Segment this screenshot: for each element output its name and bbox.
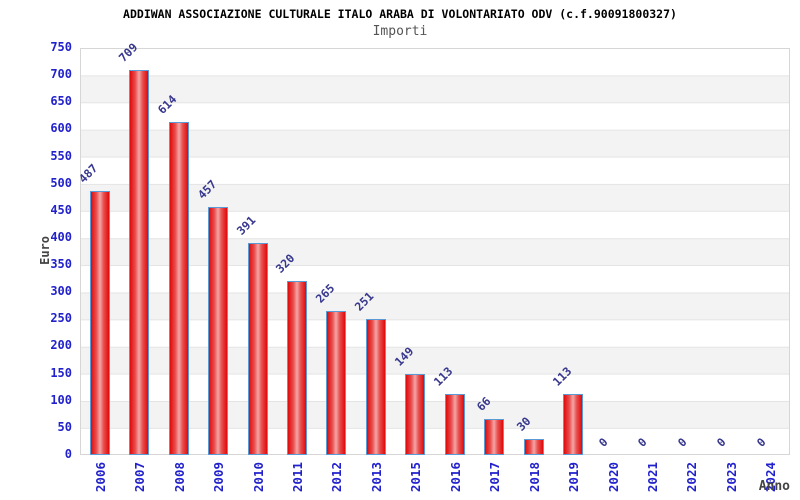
x-tick-label: 2006 [92,462,108,493]
y-tick-label: 450 [50,202,72,217]
y-tick-label: 650 [50,94,72,109]
y-tick-label: 0 [64,447,72,461]
bar-2013 [365,318,386,455]
y-tick-label: 500 [50,175,72,190]
bar-2018 [523,438,544,455]
y-tick-label: 750 [50,40,72,54]
x-tick-label: 2008 [171,462,187,493]
x-tick-label: 2019 [566,462,582,493]
y-tick-label: 400 [50,229,72,244]
x-tick-label: 2021 [644,462,660,493]
chart-subtitle: Importi [372,24,428,39]
x-tick-label: 2009 [211,462,227,493]
plot-area [80,48,790,455]
x-tick-label: 2007 [132,462,148,493]
bar-2008 [168,121,189,455]
bar-2007 [129,70,150,455]
y-tick-label: 100 [50,392,72,407]
y-tick-label: 700 [50,67,72,82]
y-tick-label: 250 [50,311,72,326]
x-tick-label: 2011 [289,462,305,493]
x-tick-label: 2012 [329,462,345,493]
x-tick-label: 2023 [723,462,739,493]
y-tick-label: 150 [50,365,72,380]
bar-2016 [444,393,465,455]
y-axis-title: Euro [38,236,52,265]
y-tick-label: 550 [50,148,72,163]
y-tick-label: 350 [50,257,72,272]
bar-2011 [286,281,307,455]
x-tick-label: 2018 [526,462,542,493]
x-axis-title: Anno [758,479,790,494]
chart-title: ADDIWAN ASSOCIAZIONE CULTURALE ITALO ARA… [123,7,677,21]
bar-2015 [405,374,426,455]
y-tick-label: 200 [50,338,72,353]
y-tick-label: 50 [57,419,72,434]
bar-2019 [563,393,584,455]
bar-2009 [208,207,229,455]
bar-2006 [89,190,110,455]
x-tick-label: 2010 [250,462,266,493]
x-tick-label: 2013 [368,462,384,493]
x-tick-label: 2017 [487,462,503,493]
y-tick-label: 600 [50,121,72,136]
x-tick-label: 2016 [447,462,463,493]
x-tick-label: 2020 [605,462,621,493]
y-tick-label: 300 [50,284,72,299]
bar-2017 [484,419,505,455]
x-tick-label: 2015 [408,462,424,493]
bar-2012 [326,311,347,455]
bar-2010 [247,242,268,455]
x-tick-label: 2022 [684,462,700,493]
